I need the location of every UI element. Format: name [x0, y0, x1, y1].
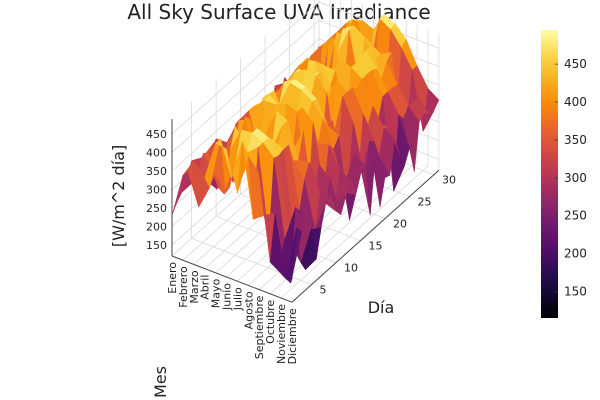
floor-gridline [269, 161, 418, 295]
axes: 150 200 250 300 350 400 450 EneroFebreroMarzoAb… [146, 119, 456, 364]
x-tick-label: Julio [231, 287, 244, 311]
y-tick-label: 20 [393, 218, 407, 231]
colorbar-tick-label: 400 [564, 95, 587, 109]
x-tick-label: Septiembre [253, 295, 266, 359]
colorbar-gradient [541, 30, 558, 318]
x-tick-label: Enero [166, 262, 179, 294]
y-tick-label: 15 [369, 240, 383, 253]
surface-cell [171, 170, 189, 216]
x-tick-label: Febrero [177, 266, 190, 308]
colorbar-tick-label: 350 [564, 133, 587, 147]
x-tick-label: Mayo [210, 279, 223, 309]
colorbar-tick-label: 300 [564, 171, 587, 185]
z-tick-label: 350 [146, 165, 167, 178]
x-tick-label: Junio [221, 283, 234, 311]
z-tick-label: 400 [146, 146, 167, 159]
wall-gridline [171, 1, 320, 135]
wall-gridline [171, 38, 320, 172]
x-axis-title: Mes [151, 366, 170, 398]
y-tick-label: 30 [442, 174, 456, 187]
wall-gridline [171, 20, 320, 153]
z-tick-label: 450 [146, 128, 167, 141]
z-tick-label: 150 [146, 239, 167, 252]
colorbar-tick-label: 200 [564, 247, 587, 261]
x-tick-label: Octubre [264, 300, 277, 344]
x-tick-label: Noviembre [275, 304, 288, 364]
x-tick-label: Marzo [188, 270, 201, 304]
colorbar-tick-label: 250 [564, 209, 587, 223]
colorbar: 150 200 250 300 350 400 450 [541, 30, 587, 318]
y-tick-label: 5 [320, 284, 327, 297]
z-axis-title: [W/m^2 día] [109, 145, 128, 247]
y-tick-label: 25 [418, 196, 432, 209]
x-tick-label: Abril [199, 275, 212, 300]
z-tick-label: 300 [146, 183, 167, 196]
floor-gridline [280, 165, 429, 299]
y-axis-title: Día [368, 298, 395, 317]
x-axis-line [171, 255, 293, 303]
colorbar-tick-label: 150 [564, 284, 587, 298]
y-axis-line [291, 169, 440, 303]
colorbar-tick-label: 450 [564, 57, 587, 71]
x-tick-label: Agosto [242, 291, 255, 329]
x-tick-label: Diciembre [286, 308, 299, 364]
z-tick-label: 250 [146, 202, 167, 215]
y-tick-label: 10 [344, 262, 358, 275]
surface-cell [280, 227, 297, 281]
surface [171, 13, 440, 284]
z-tick-label: 200 [146, 220, 167, 233]
